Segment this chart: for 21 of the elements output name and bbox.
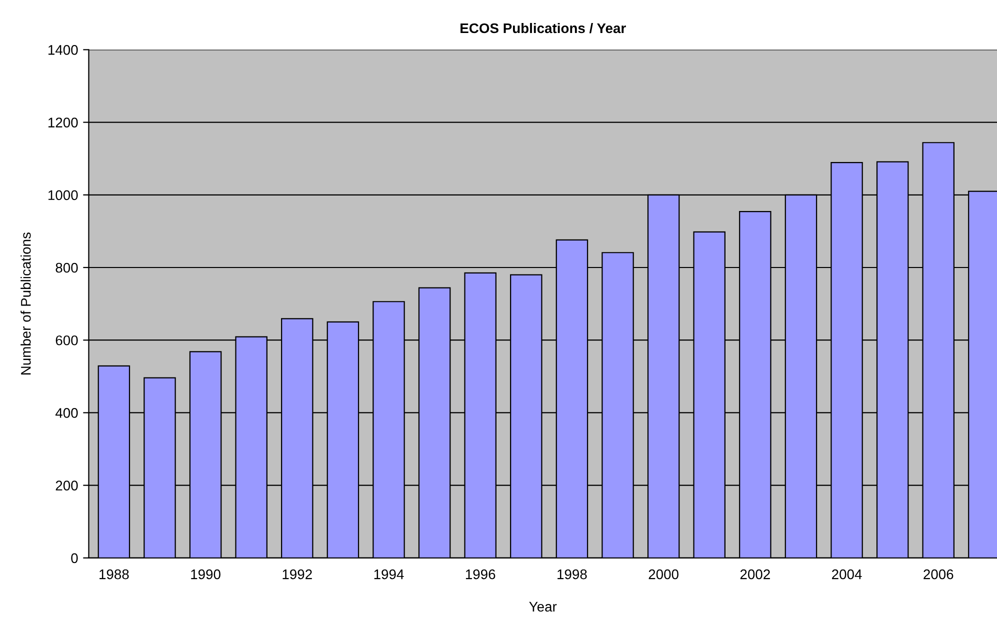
x-tick-label: 1998 [558,569,587,580]
x-tick-label: 1988 [100,569,129,580]
y-tick-label: 0 [71,553,78,564]
x-axis-title: Year [529,602,557,612]
x-tick-label: 1990 [191,569,220,580]
x-tick-label: 1994 [374,569,404,580]
x-tick-label: 1992 [282,569,312,580]
y-axis-title: Number of Publications [20,232,31,374]
y-tick-label: 600 [56,335,78,346]
y-tick-label: 1200 [48,118,78,128]
x-tick-label: 1996 [466,569,496,580]
chart-title: ECOS Publications / Year [460,22,626,34]
y-tick-label: 400 [55,408,78,418]
x-tick-label: 2000 [648,569,678,580]
y-tick-label: 800 [56,262,78,273]
y-tick-label: 1400 [48,45,78,55]
y-tick-label: 1000 [48,190,78,200]
x-tick-label: 2002 [740,569,770,580]
x-tick-label: 2006 [924,569,954,580]
y-tick-label: 200 [56,480,78,490]
x-tick-label: 2004 [832,569,862,580]
